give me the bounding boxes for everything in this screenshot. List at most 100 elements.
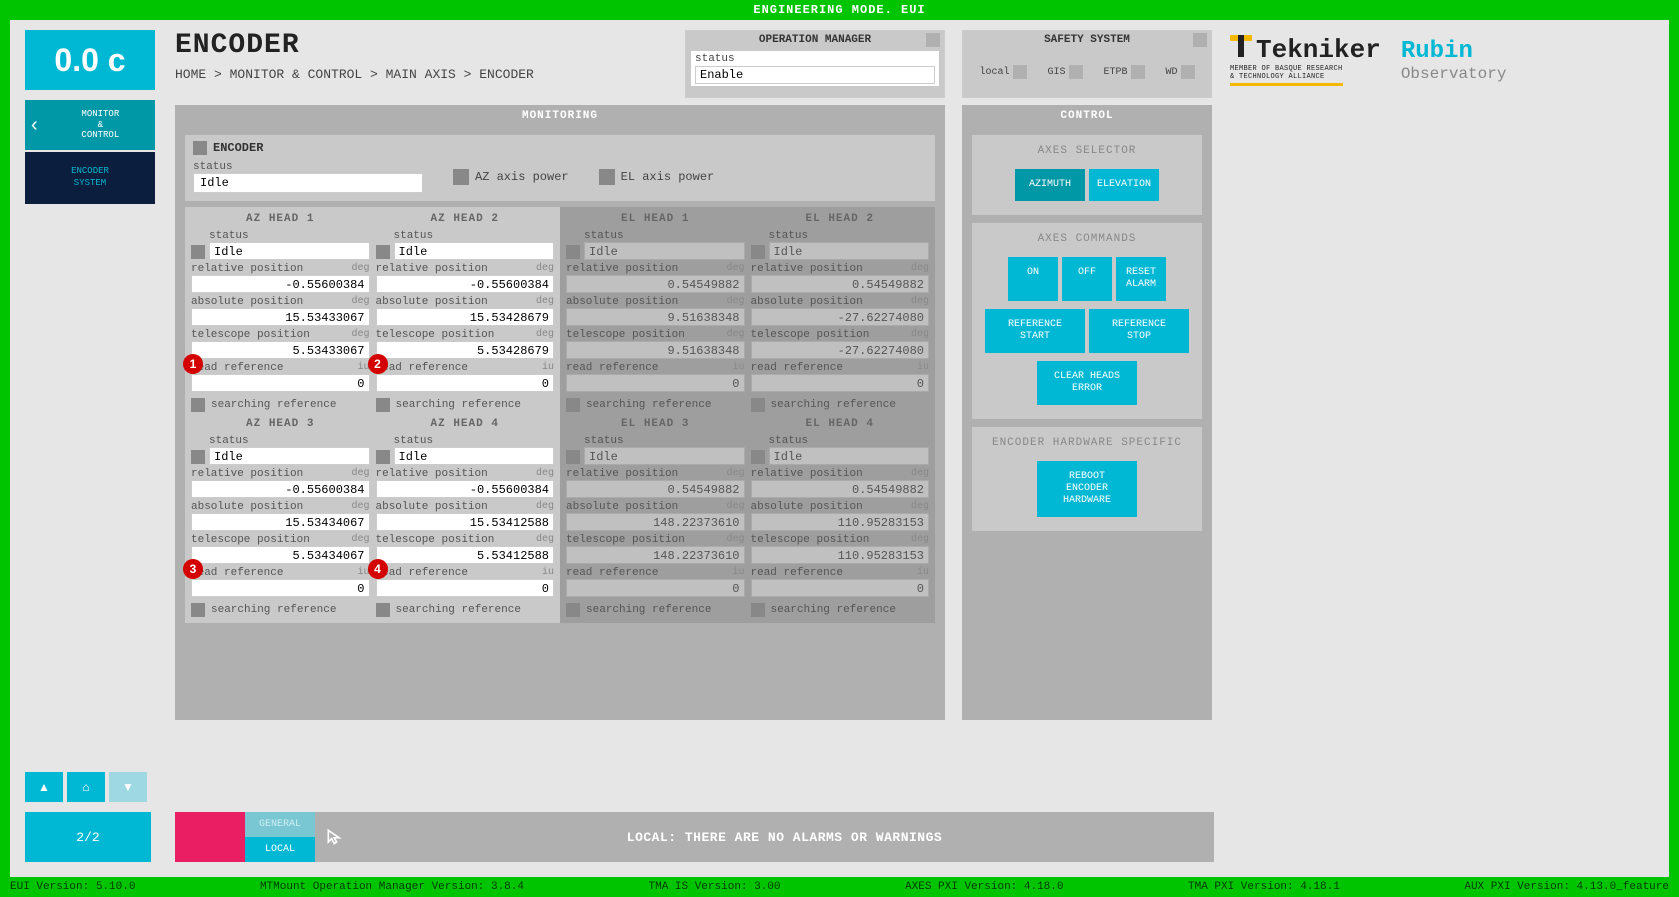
on-button[interactable]: ON xyxy=(1008,257,1058,301)
aux-pxi-version: AUX PXI Version: 4.13.0_feature xyxy=(1464,877,1669,897)
search-indicator-icon xyxy=(376,603,390,617)
axes-commands-title: AXES COMMANDS xyxy=(980,233,1194,245)
deg-unit: deg xyxy=(351,501,369,513)
chevron-left-icon: ‹ xyxy=(31,114,38,137)
searching-reference: searching reference xyxy=(566,398,745,412)
reboot-encoder-button[interactable]: REBOOT ENCODER HARDWARE xyxy=(1037,461,1137,517)
encoder-head: EL HEAD 1 status Idle relative positiond… xyxy=(566,213,745,412)
head-status-value: Idle xyxy=(584,242,745,260)
deg-unit: deg xyxy=(351,329,369,341)
relative-position-value: -0.55600384 xyxy=(191,480,370,498)
nav-down-button[interactable]: ▼ xyxy=(109,772,147,802)
deg-unit: deg xyxy=(351,534,369,546)
head-name: EL HEAD 3 xyxy=(566,418,745,430)
elevation-button[interactable]: ELEVATION xyxy=(1089,169,1159,201)
relpos-label: relative position xyxy=(376,263,488,275)
control-header: CONTROL xyxy=(962,105,1212,127)
abspos-label: absolute position xyxy=(566,296,678,308)
axes-selector-title: AXES SELECTOR xyxy=(980,145,1194,157)
encoder-label: ENCODER xyxy=(213,141,263,155)
search-indicator-icon xyxy=(566,603,580,617)
encoder-head: EL HEAD 2 status Idle relative positiond… xyxy=(751,213,930,412)
read-reference-value: 0 xyxy=(751,579,930,597)
azimuth-button[interactable]: AZIMUTH xyxy=(1015,169,1085,201)
axes-pxi-version: AXES PXI Version: 4.18.0 xyxy=(905,877,1063,897)
telpos-label: telescope position xyxy=(191,534,310,546)
encoder-status-value: Idle xyxy=(193,173,423,193)
head-status-value: Idle xyxy=(584,447,745,465)
deg-unit: deg xyxy=(911,329,929,341)
search-indicator-icon xyxy=(191,603,205,617)
annotation-badge: 2 xyxy=(368,354,388,374)
reference-start-button[interactable]: REFERENCE START xyxy=(985,309,1085,353)
tma-pxi-version: TMA PXI Version: 4.18.1 xyxy=(1188,877,1340,897)
head-name: AZ HEAD 2 xyxy=(376,213,555,225)
encoder-summary: ENCODER status Idle AZ axis power EL axi… xyxy=(185,135,935,201)
read-reference-value: 0 xyxy=(566,374,745,392)
readref-label: read reference xyxy=(566,362,658,374)
nav-up-button[interactable]: ▲ xyxy=(25,772,63,802)
deg-unit: deg xyxy=(726,296,744,308)
head-status-value: Idle xyxy=(209,447,370,465)
head-status-indicator-icon xyxy=(751,450,765,464)
head-status-indicator-icon xyxy=(191,450,205,464)
nav-back-label: MONITOR & CONTROL xyxy=(52,109,149,141)
status-label: status xyxy=(769,230,809,242)
page-indicator: 2/2 xyxy=(25,812,151,862)
relpos-label: relative position xyxy=(191,468,303,480)
telpos-label: telescope position xyxy=(191,329,310,341)
telpos-label: telescope position xyxy=(376,329,495,341)
off-button[interactable]: OFF xyxy=(1062,257,1112,301)
head-name: EL HEAD 2 xyxy=(751,213,930,225)
nav-back-button[interactable]: ‹ MONITOR & CONTROL xyxy=(25,100,155,150)
relpos-label: relative position xyxy=(751,263,863,275)
el-axis-power: EL axis power xyxy=(599,169,715,185)
main-area: 0.0 c ‹ MONITOR & CONTROL ENCODER SYSTEM… xyxy=(10,20,1669,877)
relpos-label: relative position xyxy=(751,468,863,480)
logos: Tekniker MEMBER OF BASQUE RESEARCH & TEC… xyxy=(1230,35,1506,86)
searching-reference: searching reference xyxy=(751,398,930,412)
general-tab[interactable]: GENERAL xyxy=(245,812,315,837)
deg-unit: deg xyxy=(911,501,929,513)
relpos-label: relative position xyxy=(566,468,678,480)
read-reference-value: 0 xyxy=(376,374,555,392)
searching-reference: searching reference xyxy=(376,603,555,617)
readref-label: read reference xyxy=(191,567,283,579)
search-indicator-icon xyxy=(751,603,765,617)
absolute-position-value: 15.53412588 xyxy=(376,513,555,531)
deg-unit: deg xyxy=(351,296,369,308)
control-panel: CONTROL AXES SELECTOR AZIMUTH ELEVATION … xyxy=(962,105,1212,720)
expand-icon[interactable] xyxy=(926,33,940,47)
read-reference-value: 0 xyxy=(191,579,370,597)
eui-version: EUI Version: 5.10.0 xyxy=(10,877,135,897)
local-tab[interactable]: LOCAL xyxy=(245,837,315,862)
reference-stop-button[interactable]: REFERENCE STOP xyxy=(1089,309,1189,353)
opman-header: OPERATION MANAGER xyxy=(686,31,944,49)
search-indicator-icon xyxy=(566,398,580,412)
telescope-position-value: 110.95283153 xyxy=(751,546,930,564)
expand-icon[interactable] xyxy=(1193,33,1207,47)
tekniker-logo: Tekniker MEMBER OF BASQUE RESEARCH & TEC… xyxy=(1230,35,1381,86)
absolute-position-value: 110.95283153 xyxy=(751,513,930,531)
absolute-position-value: 15.53433067 xyxy=(191,308,370,326)
absolute-position-value: -27.62274080 xyxy=(751,308,930,326)
alarm-indicator[interactable] xyxy=(175,812,245,862)
nav-home-button[interactable]: ⌂ xyxy=(67,772,105,802)
read-reference-value: 0 xyxy=(751,374,930,392)
head-name: AZ HEAD 4 xyxy=(376,418,555,430)
encoder-indicator-icon xyxy=(193,141,207,155)
status-bar: GENERAL LOCAL LOCAL: THERE ARE NO ALARMS… xyxy=(175,812,1214,862)
encoder-head: EL HEAD 3 status Idle relative positiond… xyxy=(566,418,745,617)
telpos-label: telescope position xyxy=(751,534,870,546)
searching-reference: searching reference xyxy=(751,603,930,617)
deg-unit: deg xyxy=(536,534,554,546)
clear-heads-error-button[interactable]: CLEAR HEADS ERROR xyxy=(1037,361,1137,405)
head-status-value: Idle xyxy=(769,447,930,465)
search-indicator-icon xyxy=(751,398,765,412)
cursor-icon[interactable] xyxy=(315,812,355,862)
status-label: status xyxy=(584,230,624,242)
power-indicator-icon xyxy=(453,169,469,185)
deg-unit: deg xyxy=(911,534,929,546)
reset-alarm-button[interactable]: RESET ALARM xyxy=(1116,257,1166,301)
iu-unit: iu xyxy=(917,567,929,579)
